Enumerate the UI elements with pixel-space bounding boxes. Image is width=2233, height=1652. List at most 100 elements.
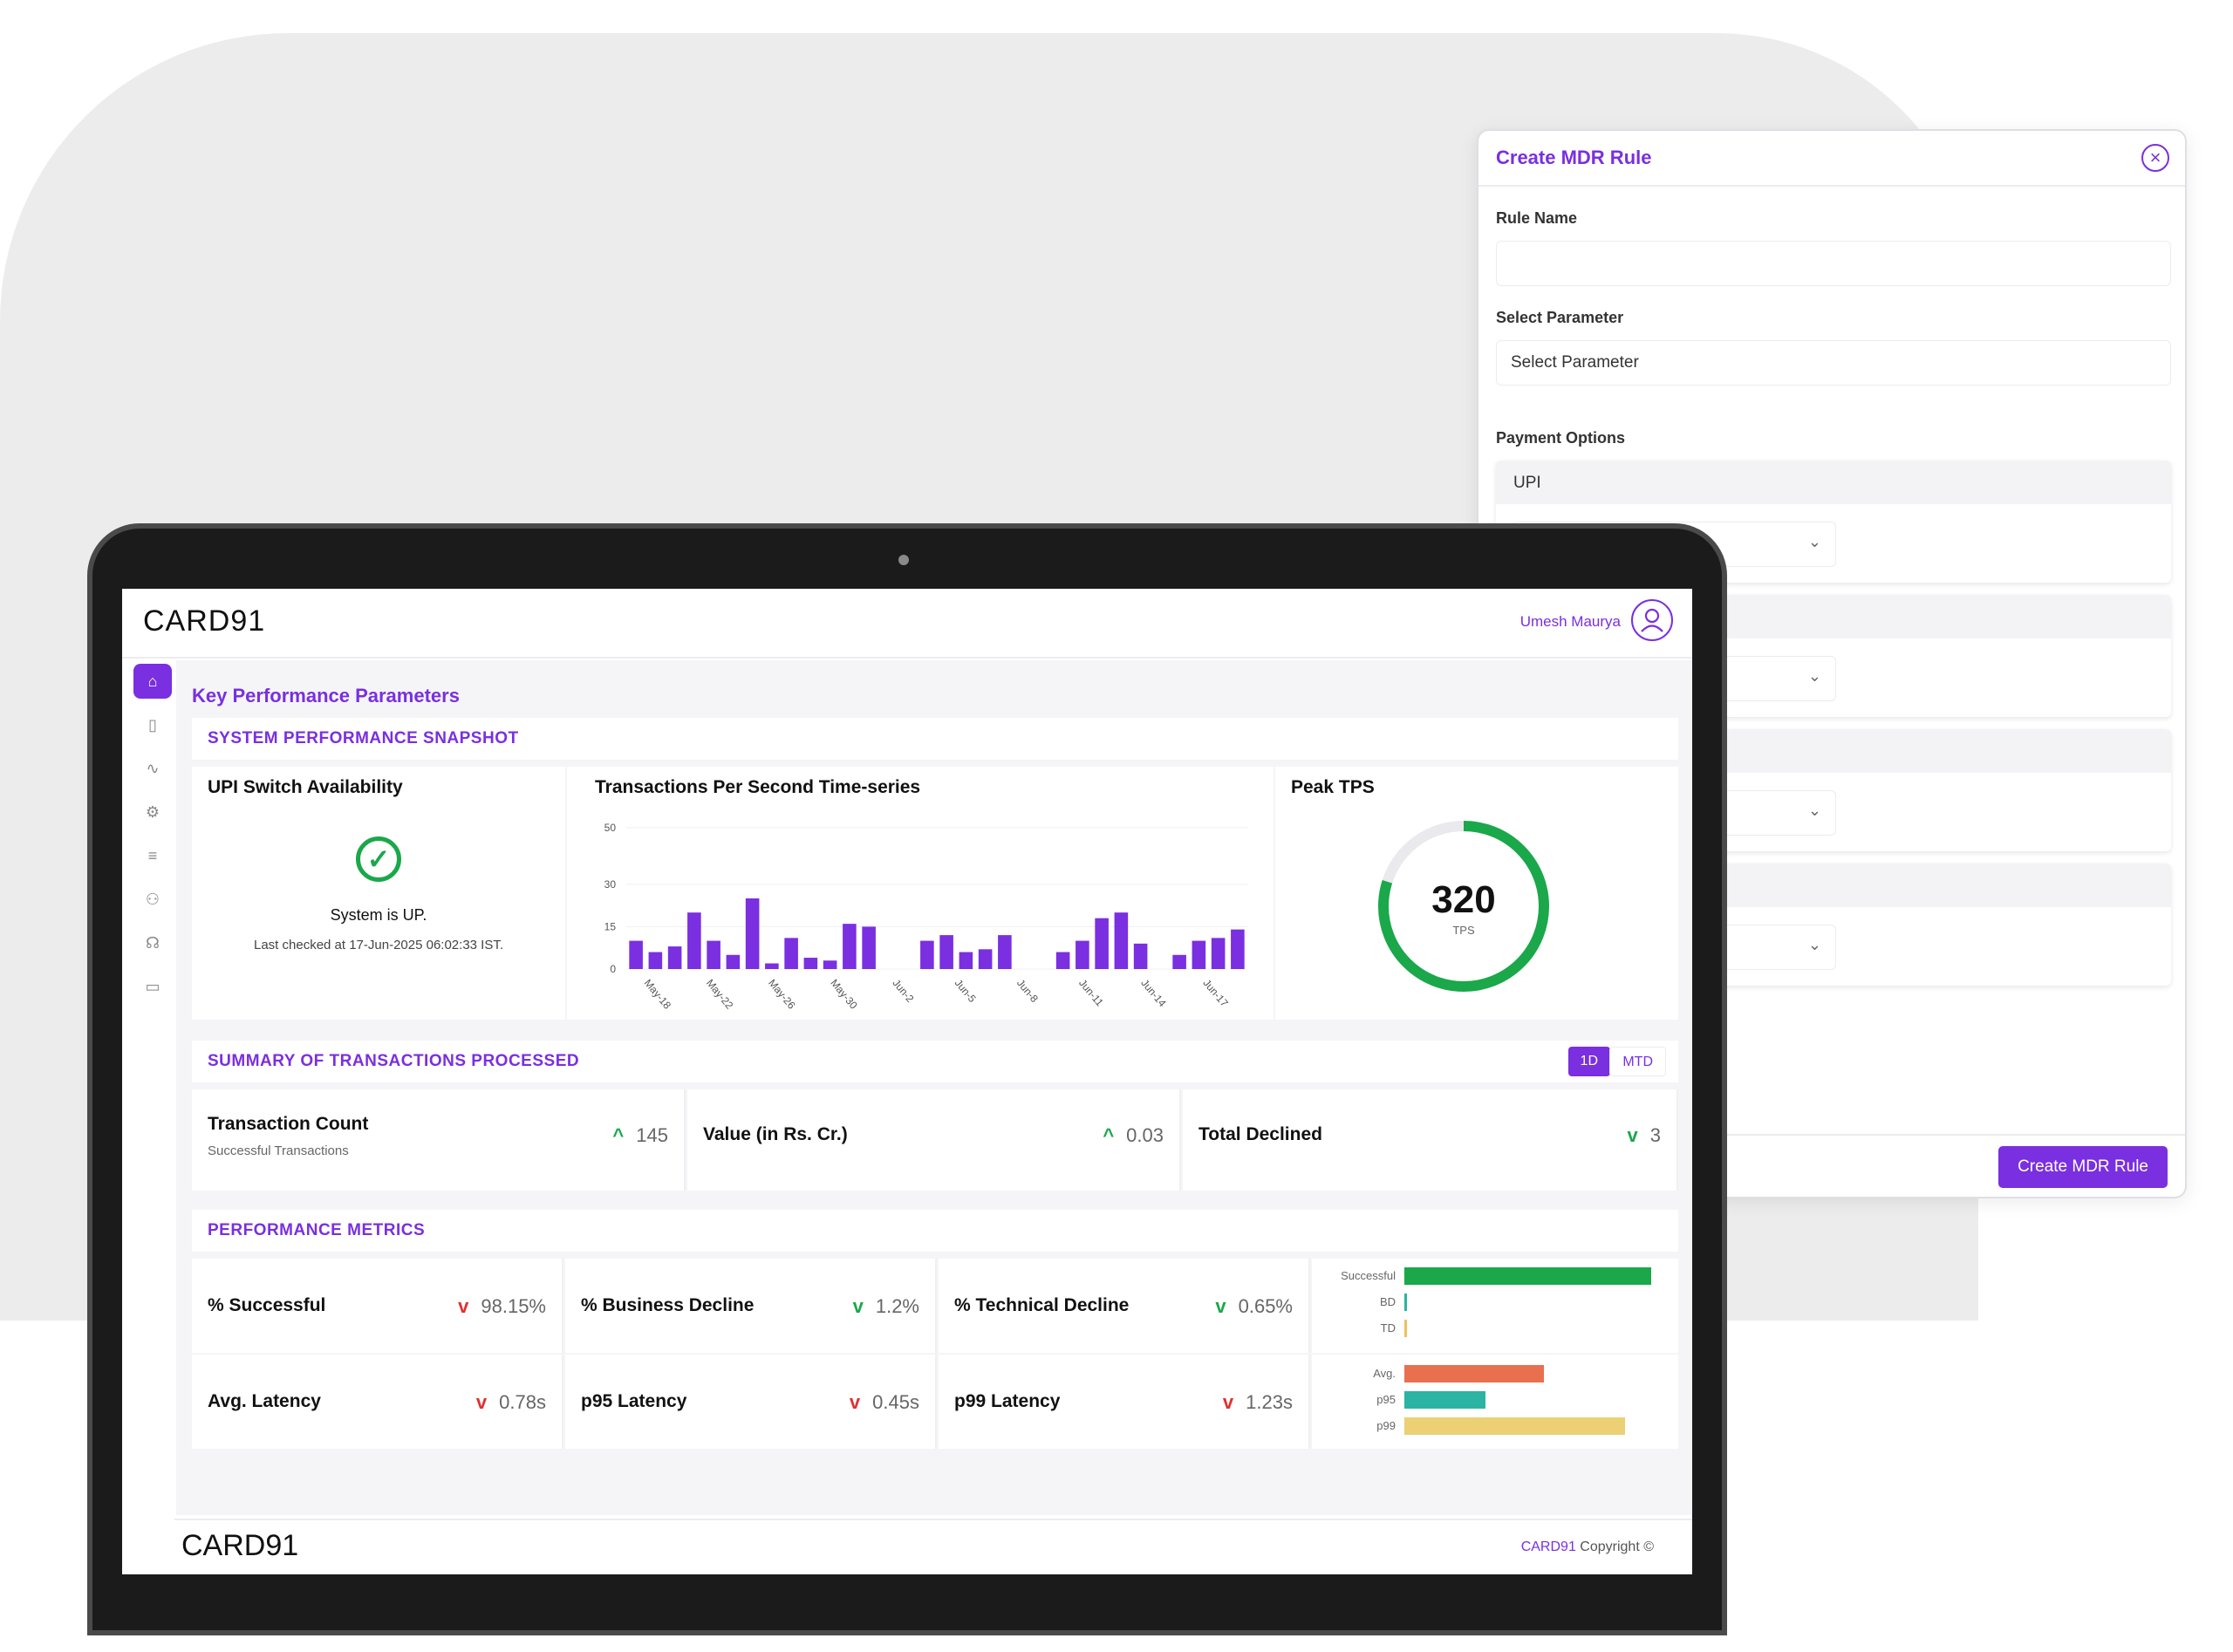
payment-option-header[interactable]: UPI [1496, 461, 2171, 504]
user-name[interactable]: Umesh Maurya [1519, 613, 1621, 630]
metric-bar [1404, 1417, 1626, 1435]
toggle-mtd[interactable]: MTD [1609, 1047, 1666, 1076]
metric-bar [1404, 1391, 1485, 1409]
x-tick-label: Jun-5 [953, 977, 979, 1005]
footer-copyright: CARD91 Copyright © [1521, 1539, 1654, 1555]
bar-label: Avg. [1373, 1367, 1396, 1380]
y-tick-label: 0 [610, 963, 616, 975]
last-checked-text: Last checked at 17-Jun-2025 06:02:33 IST… [253, 938, 504, 952]
chart-bar [784, 938, 798, 969]
select-parameter-dropdown[interactable]: Select Parameter [1496, 340, 2171, 386]
chart-bar [978, 949, 993, 969]
main-content: Key Performance Parameters SYSTEM PERFOR… [176, 660, 1692, 1515]
x-tick-label: May-18 [642, 977, 674, 1012]
performance-metric: p99 Latency v 1.23s [939, 1355, 1310, 1449]
chart-bar [687, 912, 701, 969]
chart-bar [1172, 954, 1186, 969]
metric-value-text: 145 [636, 1124, 668, 1146]
x-tick-label: May-22 [704, 977, 736, 1012]
chart-bar [862, 926, 876, 969]
chart-bar [803, 958, 818, 969]
bar-label: TD [1380, 1321, 1396, 1335]
dashboard-screen: CARD91 Umesh Maurya ⌂ ▯ ∿ ⚙ ≡ ⚇ ☊ ▭ Key … [122, 589, 1692, 1574]
modal-header: Create MDR Rule × [1478, 131, 2185, 187]
chart-bar [1211, 938, 1226, 969]
section-title: PERFORMANCE METRICS [208, 1221, 426, 1239]
chart-bar [1095, 918, 1109, 969]
card-icon[interactable]: ▭ [145, 978, 160, 995]
rate-bar-chart: Successful BD TD [1312, 1259, 1678, 1353]
peak-tps-title: Peak TPS [1291, 777, 1375, 797]
section-title: SYSTEM PERFORMANCE SNAPSHOT [208, 729, 519, 747]
metric-name: % Business Decline [581, 1295, 755, 1315]
user-avatar-icon[interactable] [1631, 599, 1673, 641]
metric-value: v 98.15% [458, 1295, 546, 1318]
bar-label: p99 [1376, 1419, 1396, 1432]
app-footer: CARD91 CARD91 Copyright © [174, 1519, 1692, 1571]
chart-bar [648, 952, 663, 969]
gauge-ring [1378, 821, 1549, 992]
page-title: Key Performance Parameters [192, 685, 460, 707]
close-icon[interactable]: × [2141, 144, 2169, 172]
performance-metric: % Business Decline v 1.2% [565, 1259, 937, 1353]
tps-chart-card: Transactions Per Second Time-series 0 15 3… [567, 767, 1274, 1020]
summary-metric: Transaction Count Successful Transaction… [192, 1089, 686, 1191]
chart-bar [1133, 943, 1148, 969]
arrow-down-icon: v [849, 1391, 861, 1413]
users-icon[interactable]: ⚇ [145, 891, 160, 908]
peak-tps-unit: TPS [1452, 924, 1475, 937]
metric-value-text: 0.03 [1126, 1124, 1164, 1146]
metric-name: % Technical Decline [954, 1295, 1130, 1315]
chart-bar [843, 924, 857, 969]
chart-bar [1192, 940, 1206, 969]
home-icon[interactable]: ⌂ [133, 664, 172, 699]
tps-chart-title: Transactions Per Second Time-series [595, 777, 921, 797]
bar-label: BD [1379, 1295, 1396, 1308]
y-tick-label: 50 [604, 822, 617, 834]
metric-value-text: 3 [1649, 1124, 1661, 1146]
metric-name: Total Declined [1198, 1124, 1322, 1144]
activity-icon[interactable]: ∿ [146, 760, 160, 777]
footer-copy-brand[interactable]: CARD91 [1520, 1539, 1576, 1554]
section-title: SUMMARY OF TRANSACTIONS PROCESSED [208, 1052, 580, 1070]
book-icon[interactable]: ▯ [148, 716, 157, 734]
arrow-down-icon: v [852, 1295, 864, 1317]
metric-value: v 1.23s [1223, 1391, 1293, 1414]
brand-logo[interactable]: CARD91 [143, 604, 266, 638]
chart-bar [959, 952, 973, 969]
chart-bar [667, 946, 682, 969]
latency-bar-chart: Avg. p95 p99 [1312, 1355, 1678, 1449]
laptop-camera [898, 555, 909, 565]
metric-value: ^ 0.03 [1103, 1124, 1164, 1147]
toggle-1d[interactable]: 1D [1567, 1047, 1610, 1076]
list-check-icon[interactable]: ≡ [147, 847, 158, 864]
headset-icon[interactable]: ☊ [146, 934, 160, 952]
metric-bar [1404, 1267, 1651, 1285]
footer-copy-text: Copyright © [1575, 1539, 1654, 1554]
x-tick-label: Jun-2 [891, 977, 917, 1005]
metric-name: Transaction Count [208, 1114, 369, 1134]
rule-name-label: Rule Name [1496, 209, 1578, 227]
performance-metric: % Successful v 98.15% [192, 1259, 563, 1353]
metric-value: v 0.45s [850, 1391, 919, 1414]
metric-value-text: 1.23s [1246, 1391, 1293, 1413]
settings-icon[interactable]: ⚙ [145, 803, 160, 821]
peak-tps-gauge: 320 TPS [1369, 812, 1558, 1000]
performance-metric: % Technical Decline v 0.65% [939, 1259, 1310, 1353]
metric-name: Avg. Latency [208, 1391, 321, 1411]
peak-tps-value: 320 [1431, 878, 1496, 921]
chart-bar [1076, 940, 1089, 969]
status-text: System is UP. [330, 906, 427, 924]
create-mdr-rule-button[interactable]: Create MDR Rule [1998, 1146, 2168, 1188]
y-tick-label: 30 [604, 878, 617, 891]
metric-value: v 0.65% [1215, 1295, 1293, 1318]
footer-brand: CARD91 [181, 1529, 299, 1562]
rule-name-input[interactable] [1496, 241, 2171, 286]
metric-value-text: 1.2% [875, 1295, 919, 1317]
metric-name: p95 Latency [581, 1391, 687, 1411]
metric-value-text: 98.15% [481, 1295, 546, 1317]
bar-label: p95 [1376, 1393, 1396, 1406]
arrow-down-icon: v [1215, 1295, 1226, 1317]
chart-bar [823, 960, 837, 969]
